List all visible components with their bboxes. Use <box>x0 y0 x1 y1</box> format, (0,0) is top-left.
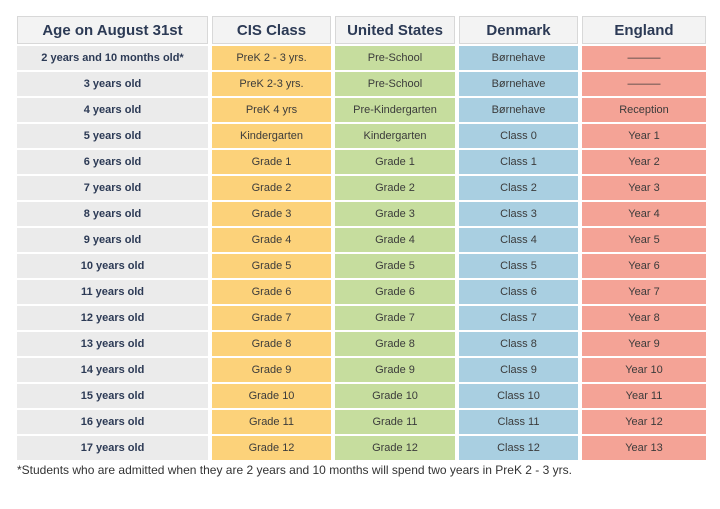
table-cell: Class 6 <box>459 280 578 304</box>
table-cell: Reception <box>582 98 706 122</box>
table-cell: Grade 2 <box>335 176 455 200</box>
table-cell: Grade 8 <box>335 332 455 356</box>
table-cell: Class 10 <box>459 384 578 408</box>
table-cell: Grade 10 <box>335 384 455 408</box>
table-cell: Grade 4 <box>335 228 455 252</box>
table-cell: Year 1 <box>582 124 706 148</box>
table-cell: Class 4 <box>459 228 578 252</box>
table-cell: Grade 4 <box>212 228 331 252</box>
table: Age on August 31st CIS Class United States… <box>17 16 706 460</box>
table-cell: Grade 7 <box>212 306 331 330</box>
column-header: CIS Class <box>212 16 331 44</box>
row-header: 10 years old <box>17 254 208 278</box>
table-cell: Class 8 <box>459 332 578 356</box>
table-cell: Year 4 <box>582 202 706 226</box>
table-cell: ——— <box>582 46 706 70</box>
table-cell: Year 5 <box>582 228 706 252</box>
row-header: 12 years old <box>17 306 208 330</box>
row-header: 15 years old <box>17 384 208 408</box>
column-header: England <box>582 16 706 44</box>
row-header: 3 years old <box>17 72 208 96</box>
table-cell: Grade 11 <box>335 410 455 434</box>
row-header: 16 years old <box>17 410 208 434</box>
table-cell: Class 2 <box>459 176 578 200</box>
table-cell: Class 1 <box>459 150 578 174</box>
column-header: Denmark <box>459 16 578 44</box>
table-cell: Year 10 <box>582 358 706 382</box>
row-header: 14 years old <box>17 358 208 382</box>
table-cell: Grade 1 <box>335 150 455 174</box>
row-header: 2 years and 10 months old* <box>17 46 208 70</box>
table-cell: Grade 10 <box>212 384 331 408</box>
table-cell: Grade 7 <box>335 306 455 330</box>
table-cell: Pre-Kindergarten <box>335 98 455 122</box>
row-header: 4 years old <box>17 98 208 122</box>
row-header: 11 years old <box>17 280 208 304</box>
table-cell: Year 2 <box>582 150 706 174</box>
footnote: *Students who are admitted when they are… <box>17 463 572 477</box>
table-cell: Kindergarten <box>212 124 331 148</box>
table-cell: Grade 9 <box>212 358 331 382</box>
table-cell: Grade 9 <box>335 358 455 382</box>
table-cell: Grade 12 <box>335 436 455 460</box>
row-header: 9 years old <box>17 228 208 252</box>
table-cell: Pre-School <box>335 46 455 70</box>
table-cell: Year 6 <box>582 254 706 278</box>
table-cell: PreK 4 yrs <box>212 98 331 122</box>
table-cell: PreK 2-3 yrs. <box>212 72 331 96</box>
table-cell: Class 0 <box>459 124 578 148</box>
row-header: 5 years old <box>17 124 208 148</box>
table-cell: Grade 3 <box>335 202 455 226</box>
table-cell: Year 7 <box>582 280 706 304</box>
table-cell: Class 12 <box>459 436 578 460</box>
table-cell: Grade 5 <box>212 254 331 278</box>
table-cell: Year 13 <box>582 436 706 460</box>
table-cell: Class 9 <box>459 358 578 382</box>
table-cell: Børnehave <box>459 98 578 122</box>
table-cell: Year 11 <box>582 384 706 408</box>
table-cell: Class 3 <box>459 202 578 226</box>
table-cell: Børnehave <box>459 72 578 96</box>
table-cell: Class 7 <box>459 306 578 330</box>
table-cell: Grade 6 <box>335 280 455 304</box>
row-header: 8 years old <box>17 202 208 226</box>
row-header: 7 years old <box>17 176 208 200</box>
column-header: United States <box>335 16 455 44</box>
table-cell: Grade 1 <box>212 150 331 174</box>
table-cell: ——— <box>582 72 706 96</box>
table-cell: Grade 8 <box>212 332 331 356</box>
table-cell: Year 12 <box>582 410 706 434</box>
table-cell: Grade 5 <box>335 254 455 278</box>
table-cell: Year 3 <box>582 176 706 200</box>
table-cell: PreK 2 - 3 yrs. <box>212 46 331 70</box>
table-cell: Grade 3 <box>212 202 331 226</box>
row-header: 17 years old <box>17 436 208 460</box>
table-cell: Class 5 <box>459 254 578 278</box>
table-cell: Kindergarten <box>335 124 455 148</box>
table-cell: Year 9 <box>582 332 706 356</box>
table-cell: Class 11 <box>459 410 578 434</box>
table-cell: Year 8 <box>582 306 706 330</box>
table-cell: Grade 2 <box>212 176 331 200</box>
table-cell: Grade 11 <box>212 410 331 434</box>
table-cell: Pre-School <box>335 72 455 96</box>
table-cell: Grade 6 <box>212 280 331 304</box>
table-cell: Grade 12 <box>212 436 331 460</box>
table-cell: Børnehave <box>459 46 578 70</box>
column-header: Age on August 31st <box>17 16 208 44</box>
row-header: 6 years old <box>17 150 208 174</box>
row-header: 13 years old <box>17 332 208 356</box>
